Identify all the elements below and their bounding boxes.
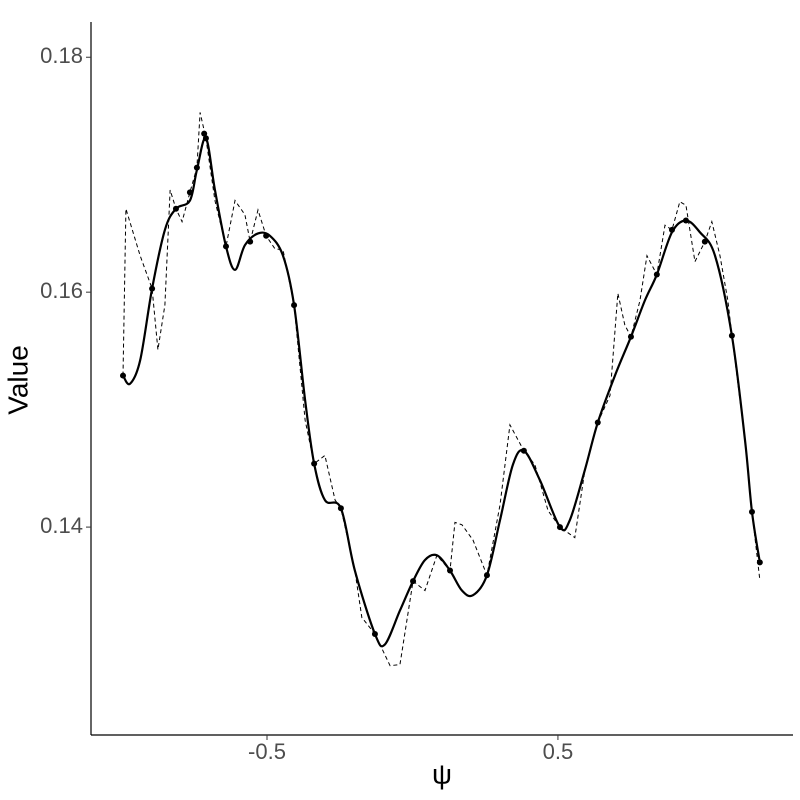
data-point [371, 630, 378, 637]
data-point [594, 419, 601, 426]
data-point [520, 447, 527, 454]
y-tick-label: 0.18 [40, 43, 83, 68]
data-point [172, 205, 179, 212]
data-point [186, 189, 193, 196]
y-tick-label: 0.16 [40, 278, 83, 303]
data-point [728, 332, 735, 339]
data-point [291, 302, 298, 309]
data-point [120, 372, 127, 379]
y-axis-label: Value [2, 345, 33, 415]
data-point [311, 460, 318, 467]
data-point [222, 243, 229, 250]
data-point [756, 559, 763, 566]
data-point [653, 271, 660, 278]
data-point [193, 164, 200, 171]
data-point [627, 333, 634, 340]
data-point [410, 578, 417, 585]
x-tick-label: -0.5 [248, 739, 286, 764]
data-point [247, 238, 254, 245]
data-point [202, 135, 209, 142]
data-point [701, 238, 708, 245]
dashed-line [122, 112, 761, 667]
y-tick-label: 0.14 [40, 513, 83, 538]
data-point [483, 572, 490, 579]
data-point [263, 232, 270, 239]
data-point [201, 130, 208, 137]
data-point [337, 505, 344, 512]
data-point [668, 226, 675, 233]
x-tick-label: 0.5 [543, 739, 574, 764]
x-axis-label: ψ [432, 758, 452, 789]
data-point [556, 524, 563, 531]
data-point [682, 217, 689, 224]
data-point [447, 567, 454, 574]
data-point [149, 285, 156, 292]
data-point [748, 508, 755, 515]
